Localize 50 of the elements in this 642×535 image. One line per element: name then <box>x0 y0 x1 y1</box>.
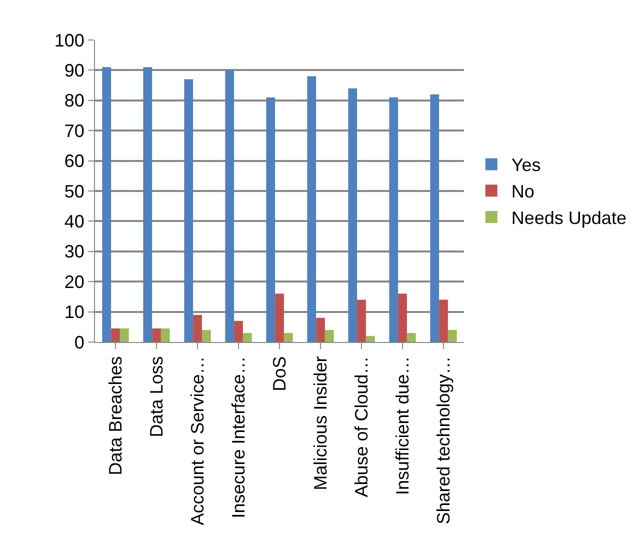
bar <box>193 314 202 342</box>
bar <box>430 94 440 342</box>
bar <box>284 332 293 342</box>
y-tick-label: 80 <box>64 90 84 111</box>
bar <box>202 330 211 342</box>
bar <box>307 76 316 342</box>
bar <box>234 320 243 342</box>
bar <box>120 328 129 342</box>
bar <box>439 300 448 342</box>
bar <box>266 97 276 342</box>
bar <box>316 318 325 342</box>
y-tick-label: 90 <box>64 60 84 80</box>
legend-label: Needs Update <box>511 208 626 228</box>
y-tick-label: 0 <box>74 332 84 352</box>
bar <box>275 294 284 342</box>
x-tick-label: Insecure Interface… <box>228 356 248 518</box>
y-tick-label: 10 <box>64 302 84 322</box>
y-tick-label: 20 <box>64 272 84 292</box>
y-tick-label: 40 <box>64 212 84 232</box>
x-tick-label: DoS <box>269 356 290 392</box>
bar <box>398 294 407 342</box>
bar <box>357 300 366 342</box>
y-tick-label: 50 <box>64 181 84 202</box>
bar <box>406 332 416 342</box>
x-tick-label: Abuse of Cloud… <box>351 356 372 498</box>
legend-label: Yes <box>511 155 541 176</box>
y-tick-label: 70 <box>64 120 84 141</box>
bar <box>184 79 194 342</box>
bar <box>102 67 112 342</box>
y-tick-label: 30 <box>64 242 84 262</box>
x-tick-label: Insufficient due… <box>392 356 412 495</box>
bar <box>324 330 334 342</box>
y-tick-label: 100 <box>54 30 84 50</box>
legend-label: No <box>511 182 534 202</box>
x-tick-label: Data Loss <box>146 356 166 438</box>
bar <box>448 330 457 342</box>
x-tick-label: Account or Service… <box>187 356 208 526</box>
bar <box>242 332 252 342</box>
bar <box>225 70 234 342</box>
bar <box>366 336 375 342</box>
bar <box>143 67 152 342</box>
x-tick-label: Data Breaches <box>105 356 126 476</box>
bar <box>160 328 170 342</box>
bar <box>389 97 398 342</box>
y-tick-label: 60 <box>64 151 84 172</box>
x-tick-label: Shared technology… <box>433 356 454 524</box>
bar <box>348 88 358 342</box>
bar <box>111 328 120 342</box>
bar <box>152 328 161 342</box>
x-tick-label: Malicious Insider <box>310 356 330 490</box>
